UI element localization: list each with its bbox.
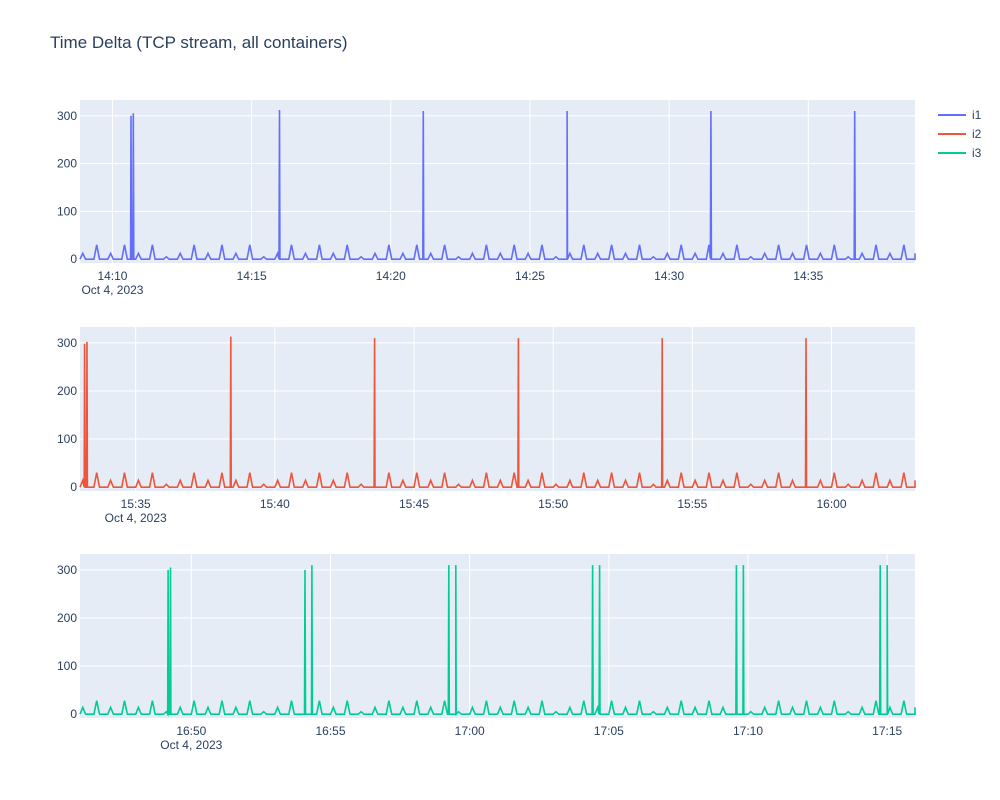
y-tick-label: 0 [70, 480, 77, 494]
x-date-label: Oct 4, 2023 [105, 511, 167, 525]
plot-background [80, 327, 915, 491]
x-tick-label: 14:25 [515, 269, 545, 283]
legend-label: i1 [972, 108, 982, 122]
legend-label: i3 [972, 146, 982, 160]
series-line-i3 [79, 565, 916, 718]
x-tick-label: 16:55 [315, 724, 345, 738]
x-tick-label: 15:40 [260, 497, 290, 511]
x-tick-label: 16:00 [816, 497, 846, 511]
y-tick-label: 300 [57, 336, 77, 350]
x-tick-label: 14:10 [97, 269, 127, 283]
x-tick-label: 15:50 [538, 497, 568, 511]
y-tick-label: 200 [57, 611, 77, 625]
y-tick-label: 0 [70, 707, 77, 721]
y-tick-label: 200 [57, 157, 77, 171]
x-tick-label: 15:55 [677, 497, 707, 511]
series-line-i2 [79, 336, 916, 488]
x-tick-label: 15:45 [399, 497, 429, 511]
x-tick-label: 17:10 [733, 724, 763, 738]
y-tick-label: 300 [57, 563, 77, 577]
x-tick-label: 15:35 [121, 497, 151, 511]
plot-background [80, 100, 915, 263]
plot-background [80, 554, 915, 718]
x-tick-label: 14:20 [376, 269, 406, 283]
legend-label: i2 [972, 127, 982, 141]
y-tick-label: 300 [57, 109, 77, 123]
x-tick-label: 17:15 [872, 724, 902, 738]
y-tick-label: 100 [57, 659, 77, 673]
x-tick-label: 14:30 [654, 269, 684, 283]
y-tick-label: 0 [70, 252, 77, 266]
x-date-label: Oct 4, 2023 [160, 738, 222, 752]
legend: i1 i2 i3 [938, 108, 982, 160]
x-tick-label: 14:35 [793, 269, 823, 283]
x-tick-label: 17:05 [594, 724, 624, 738]
y-tick-label: 100 [57, 432, 77, 446]
x-date-label: Oct 4, 2023 [81, 283, 143, 297]
y-tick-label: 200 [57, 384, 77, 398]
x-tick-label: 16:50 [176, 724, 206, 738]
y-tick-label: 100 [57, 204, 77, 218]
x-tick-label: 17:00 [455, 724, 485, 738]
chart-title: Time Delta (TCP stream, all containers) [50, 33, 348, 52]
x-tick-label: 14:15 [237, 269, 267, 283]
series-line-i1 [79, 109, 916, 260]
